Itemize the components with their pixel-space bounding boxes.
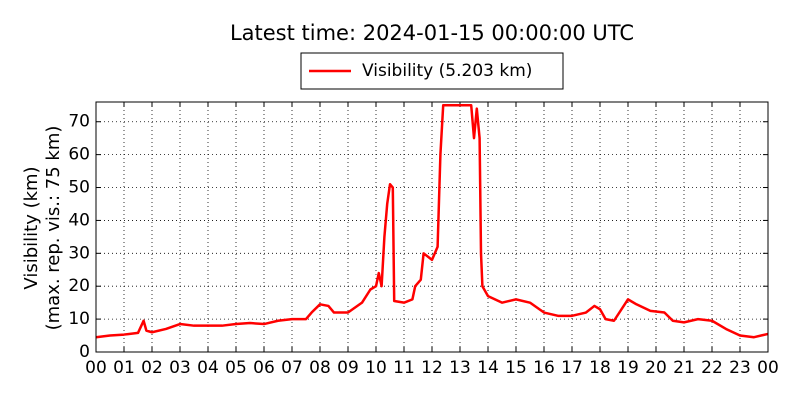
plot-frame [95,101,769,353]
x-tick-label: 07 [281,358,303,378]
x-tick-label: 00 [85,358,107,378]
y-tick-label: 40 [68,210,90,230]
x-tick-label: 00 [757,358,779,378]
x-tick-label: 23 [729,358,751,378]
x-tick-label: 19 [617,358,639,378]
x-tick-label: 22 [701,358,723,378]
y-tick-label: 10 [68,309,90,329]
y-tick-label: 70 [68,112,90,132]
x-tick-label: 02 [141,358,163,378]
x-tick-label: 13 [449,358,471,378]
x-tick-label: 10 [365,358,387,378]
chart-title: Latest time: 2024-01-15 00:00:00 UTC [230,21,634,45]
x-tick-label: 21 [673,358,695,378]
y-tick-label: 30 [68,243,90,263]
y-tick-label: 0 [79,342,90,362]
x-tick-label: 15 [505,358,527,378]
x-tick-label: 17 [561,358,583,378]
x-tick-label: 05 [225,358,247,378]
y-tick-label: 60 [68,145,90,165]
x-tick-label: 03 [169,358,191,378]
legend-label: Visibility (5.203 km) [362,61,532,81]
x-tick-label: 09 [337,358,359,378]
x-tick-label: 12 [421,358,443,378]
x-tick-label: 01 [113,358,135,378]
x-tick-label: 08 [309,358,331,378]
y-tick-label: 20 [68,276,90,296]
x-tick-label: 20 [645,358,667,378]
x-tick-label: 06 [253,358,275,378]
x-tick-label: 16 [533,358,555,378]
x-tick-label: 04 [197,358,219,378]
x-tick-label: 14 [477,358,499,378]
x-tick-label: 11 [393,358,415,378]
x-tick-label: 18 [589,358,611,378]
y-tick-label: 50 [68,178,90,198]
y-axis-label: (max. rep. vis.: 75 km) [43,126,64,331]
data-line [95,104,769,339]
y-axis-label: Visibility (km) [21,166,42,289]
